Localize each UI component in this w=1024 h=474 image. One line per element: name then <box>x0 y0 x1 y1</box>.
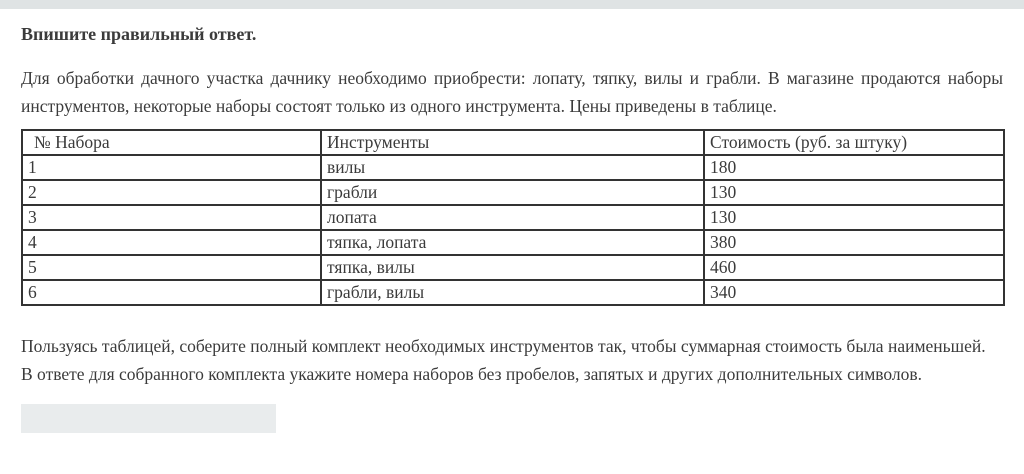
set-number-cell: 5 <box>21 254 322 281</box>
tools-cell: грабли, вилы <box>320 279 705 306</box>
answer-format-text: В ответе для собранного комплекта укажит… <box>21 364 923 384</box>
table-row: 3 лопата 130 <box>21 204 1005 231</box>
column-header-price: Стоимость (руб. за штуку) <box>703 129 1005 156</box>
answer-input[interactable] <box>21 404 276 433</box>
table-header-row: № Набора Инструменты Стоимость (руб. за … <box>21 129 1005 156</box>
question-page: Впишите правильный ответ. Для обработки … <box>0 24 1024 433</box>
tools-cell: тяпка, вилы <box>320 254 705 281</box>
question-intro-text: Для обработки дачного участка дачнику не… <box>21 68 1003 116</box>
tools-cell: тяпка, лопата <box>320 229 705 256</box>
column-header-tools: Инструменты <box>320 129 705 156</box>
table-row: 5 тяпка, вилы 460 <box>21 254 1005 281</box>
table-row: 1 вилы 180 <box>21 154 1005 181</box>
set-number-cell: 2 <box>21 179 322 206</box>
set-number-cell: 6 <box>21 279 322 306</box>
tools-cell: лопата <box>320 204 705 231</box>
price-table: № Набора Инструменты Стоимость (руб. за … <box>21 129 1005 306</box>
task-text: Пользуясь таблицей, соберите полный комп… <box>21 336 986 356</box>
set-number-cell: 4 <box>21 229 322 256</box>
price-cell: 380 <box>703 229 1005 256</box>
table-row: 6 грабли, вилы 340 <box>21 279 1005 306</box>
column-header-set-number: № Набора <box>21 129 322 156</box>
page-title: Впишите правильный ответ. <box>21 24 257 44</box>
table-row: 2 грабли 130 <box>21 179 1005 206</box>
table-row: 4 тяпка, лопата 380 <box>21 229 1005 256</box>
tools-cell: вилы <box>320 154 705 181</box>
price-cell: 340 <box>703 279 1005 306</box>
tools-cell: грабли <box>320 179 705 206</box>
price-cell: 180 <box>703 154 1005 181</box>
top-bar <box>0 0 1024 9</box>
price-cell: 130 <box>703 179 1005 206</box>
set-number-cell: 1 <box>21 154 322 181</box>
set-number-cell: 3 <box>21 204 322 231</box>
price-cell: 460 <box>703 254 1005 281</box>
price-cell: 130 <box>703 204 1005 231</box>
